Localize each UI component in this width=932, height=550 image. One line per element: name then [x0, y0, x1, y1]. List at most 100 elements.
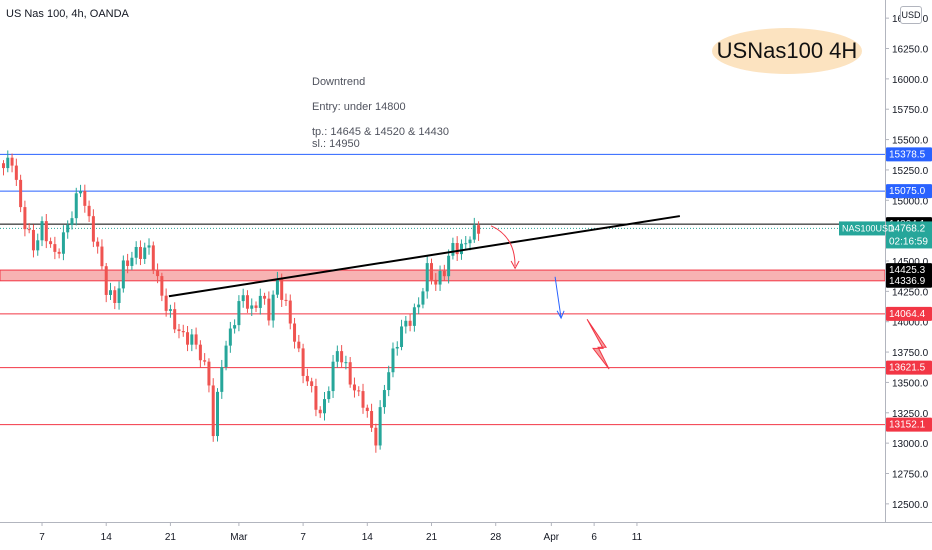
candle [370, 411, 374, 428]
candle [79, 190, 83, 194]
zone-low-tag-bg[interactable] [886, 273, 932, 288]
level-tag-14064.4[interactable]: 14064.4 [889, 309, 926, 320]
y-tick-label: 12500.0 [892, 500, 929, 511]
candle [425, 263, 429, 292]
candle [293, 323, 297, 342]
candle [113, 290, 117, 303]
candle [400, 326, 404, 347]
last-price-tag-bg[interactable] [886, 221, 932, 249]
level-tag-13152.1-bg[interactable] [886, 417, 932, 432]
candle [177, 329, 181, 332]
candle [258, 295, 262, 308]
candle [10, 157, 14, 166]
level-tag-15378.5[interactable]: 15378.5 [889, 149, 926, 160]
candle [447, 255, 451, 277]
candle [130, 257, 134, 266]
y-tick-label: 13750.0 [892, 348, 929, 359]
candle [314, 386, 318, 410]
note-trend: Downtrend [312, 76, 366, 88]
symbol-tag-bg [839, 221, 885, 236]
arrow-big [586, 319, 610, 370]
candle [395, 346, 399, 349]
level-tag-15075.0-bg[interactable] [886, 184, 932, 199]
level-tag-15378.5-bg[interactable] [886, 147, 932, 162]
level-tag-14064.4-bg[interactable] [886, 306, 932, 321]
y-tick-label: 14250.0 [892, 287, 929, 298]
candle [459, 243, 463, 255]
candle [297, 341, 301, 349]
note-sl: sl.: 14950 [312, 138, 360, 150]
x-tick-label: Mar [230, 532, 248, 543]
level-tag-13621.5[interactable]: 13621.5 [889, 363, 926, 374]
candle [404, 320, 408, 327]
y-tick-label: 15000.0 [892, 196, 929, 207]
candle [237, 301, 241, 326]
candle [168, 309, 172, 311]
candle [44, 221, 48, 242]
candle [14, 165, 18, 180]
candle [280, 278, 284, 300]
candle [156, 270, 160, 277]
last-price-tag[interactable]: 14768.2 [889, 223, 926, 234]
candle [2, 163, 5, 169]
candle [263, 295, 267, 299]
y-tick-label: 15750.0 [892, 105, 929, 116]
candle [23, 207, 27, 230]
level-tag-15075.0[interactable]: 15075.0 [889, 186, 926, 197]
candle [301, 348, 305, 376]
candle [348, 362, 352, 385]
level-tag-13621.5-bg[interactable] [886, 360, 932, 375]
candle [66, 224, 70, 233]
candle [100, 246, 104, 267]
candle [417, 304, 421, 308]
x-tick-label: Apr [544, 532, 560, 543]
candle [267, 298, 271, 321]
candle [96, 241, 100, 247]
candle [211, 385, 215, 437]
y-tick-label: 16000.0 [892, 75, 929, 86]
symbol-title: US Nas 100, 4h, OANDA [6, 8, 129, 20]
y-tick-label: 16250.0 [892, 45, 929, 56]
candle [224, 345, 228, 368]
candle [365, 407, 369, 412]
x-tick-label: 21 [165, 532, 177, 543]
candle [327, 391, 331, 400]
zone-high-tag-bg[interactable] [886, 263, 932, 278]
y-tick-label: 14000.0 [892, 318, 929, 329]
symbol-tag: NAS100USD [842, 223, 895, 233]
candle [468, 239, 472, 244]
candle [53, 244, 57, 252]
candle [143, 247, 147, 259]
candle [434, 279, 438, 285]
candle [254, 305, 258, 308]
x-tick-label: 14 [362, 532, 374, 543]
candle [27, 229, 31, 231]
supply-zone[interactable] [0, 269, 886, 282]
candle [464, 243, 468, 245]
candle [275, 278, 279, 295]
candle [36, 240, 40, 251]
brand-label: USNas100 4H [712, 28, 862, 74]
arrow-head-1 [510, 260, 520, 270]
candle [412, 307, 416, 326]
candle [387, 372, 391, 391]
x-tick-label: 11 [632, 532, 643, 543]
candle [421, 291, 425, 305]
currency-button[interactable]: USD [900, 6, 922, 24]
y-tick-label: 15250.0 [892, 166, 929, 177]
candle [305, 375, 309, 382]
candle [323, 399, 326, 414]
level-tag-13152.1[interactable]: 13152.1 [889, 420, 926, 431]
candle [83, 190, 87, 206]
x-tick-label: 14 [101, 532, 113, 543]
zone-high-tag[interactable]: 14425.3 [889, 265, 926, 276]
candle [40, 221, 44, 241]
candle [250, 305, 254, 309]
trendline[interactable] [168, 215, 681, 298]
zone-low-tag[interactable]: 14336.9 [889, 276, 926, 287]
x-tick-label: 6 [591, 532, 597, 543]
candle [318, 409, 322, 414]
candle [138, 246, 142, 259]
candle [344, 362, 348, 364]
